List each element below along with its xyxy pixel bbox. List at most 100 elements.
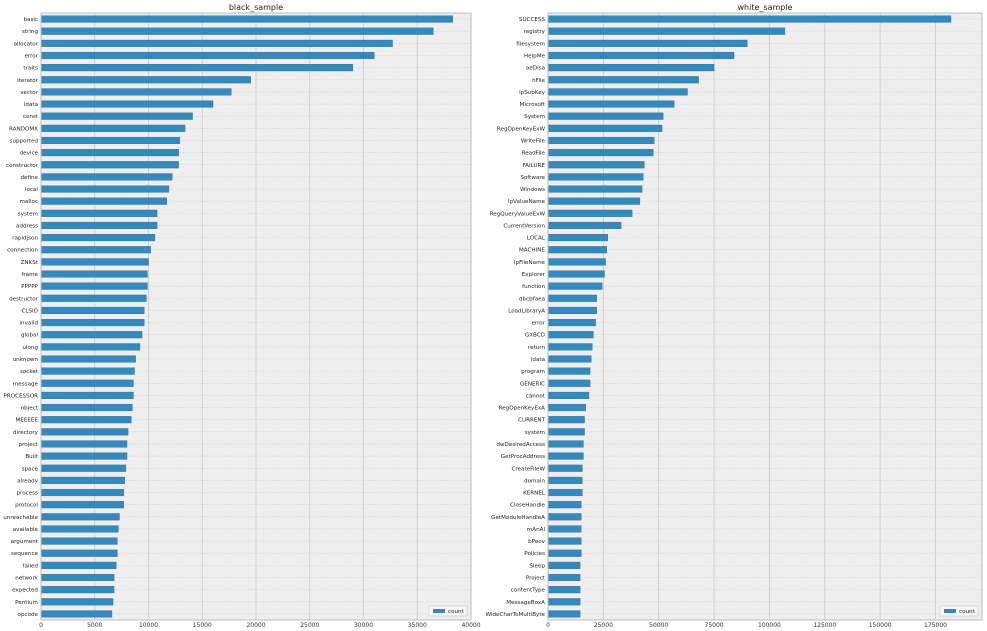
category-label: destructor <box>9 296 39 302</box>
category-label: lpFileName <box>514 260 546 266</box>
bar-socket <box>40 367 135 375</box>
bar-CloseHandle <box>547 501 582 509</box>
bar-dwDesiredAccess <box>547 440 584 448</box>
category-label: CURRENT <box>518 418 545 424</box>
category-label: define <box>20 175 38 181</box>
bar-string <box>40 27 434 35</box>
legend-box <box>428 605 468 617</box>
bar-idata <box>547 355 592 363</box>
category-label: opcode <box>18 612 39 618</box>
white-sample-chart: 0 25000 50000 75000 100000 125000 150000 175000… <box>486 3 983 629</box>
x-tick-label: 20000 <box>246 622 265 629</box>
category-label: failed <box>23 563 39 569</box>
category-label: system <box>18 211 38 217</box>
bar-Software <box>547 173 644 181</box>
x-tick-label: 40000 <box>461 622 480 629</box>
legend-swatch <box>944 609 956 613</box>
bar-SUCCESS <box>547 15 952 23</box>
x-tick-label: 5000 <box>87 622 102 629</box>
bar-Policies <box>547 549 582 557</box>
bar-cannot <box>547 391 590 399</box>
bar-program <box>547 367 591 375</box>
bar-WideCharToMultiByte <box>547 610 581 618</box>
category-label: project <box>19 442 39 448</box>
category-label: dbcbfaea <box>519 296 545 302</box>
category-label: object <box>21 406 39 412</box>
category-label: idata <box>24 102 38 108</box>
bar-KERNEL <box>547 488 583 497</box>
bar-PROCESSOR <box>40 391 134 399</box>
bar-object <box>40 404 133 412</box>
x-tick-label: 50000 <box>649 622 668 629</box>
bar-bPeov <box>547 537 582 545</box>
bar-GXBCD <box>547 331 594 339</box>
x-tick-label: 175000 <box>924 622 947 629</box>
bar-invalid <box>40 319 145 327</box>
category-label: idata <box>531 357 545 363</box>
category-label: contentType <box>511 588 546 594</box>
category-label: RegOpenKeyExW <box>497 126 546 132</box>
category-label: CreateFileW <box>512 466 546 472</box>
bar-CurrentVersion <box>547 221 622 229</box>
category-label: mAnAl <box>527 527 546 533</box>
category-label: program <box>521 369 545 375</box>
bar-MessageBoxA <box>547 598 581 606</box>
bar-ulong <box>40 343 141 351</box>
chart-title: white_sample <box>738 3 793 12</box>
bar-address <box>40 221 158 229</box>
category-label: frame <box>21 272 38 278</box>
category-label: RANDOMX <box>9 126 38 132</box>
bar-WriteFile <box>547 136 655 145</box>
category-label: const <box>23 114 39 120</box>
category-label: RegQueryValueExW <box>490 211 546 217</box>
category-label: malloc <box>20 199 38 205</box>
black-sample-chart: 0 5000 10000 15000 20000 25000 30000 35000 40000… <box>3 3 480 629</box>
category-label: function <box>522 284 545 290</box>
category-label: iterator <box>17 78 39 84</box>
category-label: ulong <box>22 345 38 351</box>
bar-basic <box>40 15 453 23</box>
bar-CLSID <box>40 306 145 314</box>
bar-idata <box>40 100 214 108</box>
legend: count <box>939 605 979 617</box>
bar-lpValueName <box>547 197 641 205</box>
chart-title: black_sample <box>229 3 283 12</box>
bar-GetModuleHandleA <box>547 513 582 521</box>
bar-malloc <box>40 197 167 205</box>
category-label: local <box>25 187 38 193</box>
category-label: Microsoft <box>520 102 546 108</box>
bar-unreachable <box>40 513 120 521</box>
category-label: unreachable <box>3 515 38 521</box>
category-label: CloseHandle <box>510 503 546 509</box>
bar-lpSubKey <box>547 88 688 96</box>
category-label: traits <box>23 66 38 72</box>
category-label: address <box>16 223 38 229</box>
bar-project <box>40 440 128 448</box>
category-label: Built <box>25 454 38 460</box>
category-label: dwDesiredAccess <box>496 442 545 448</box>
bar-connection <box>40 246 151 254</box>
bar-rapidjson <box>40 234 156 242</box>
bar-network <box>40 573 115 582</box>
category-label: message <box>13 381 39 387</box>
bar-opcode <box>40 610 113 618</box>
x-tick-label: 25000 <box>300 622 319 629</box>
category-label: hFile <box>532 78 545 84</box>
category-label: available <box>13 527 39 533</box>
bar-MACHINE <box>547 246 607 254</box>
category-label: constructor <box>6 163 39 169</box>
category-label: System <box>524 114 545 120</box>
bar-global <box>40 331 143 339</box>
category-label: Software <box>520 175 545 181</box>
bar-filesystem <box>547 39 748 47</box>
bar-argument <box>40 537 118 545</box>
bar-allocator <box>40 39 393 47</box>
category-label: LoadLibraryA <box>508 308 545 314</box>
bar-Microsoft <box>547 100 675 108</box>
bar-system <box>547 428 585 436</box>
category-label: global <box>21 333 39 339</box>
bar-available <box>40 525 119 533</box>
category-label: unknown <box>13 357 39 363</box>
bar-failed <box>40 561 117 569</box>
